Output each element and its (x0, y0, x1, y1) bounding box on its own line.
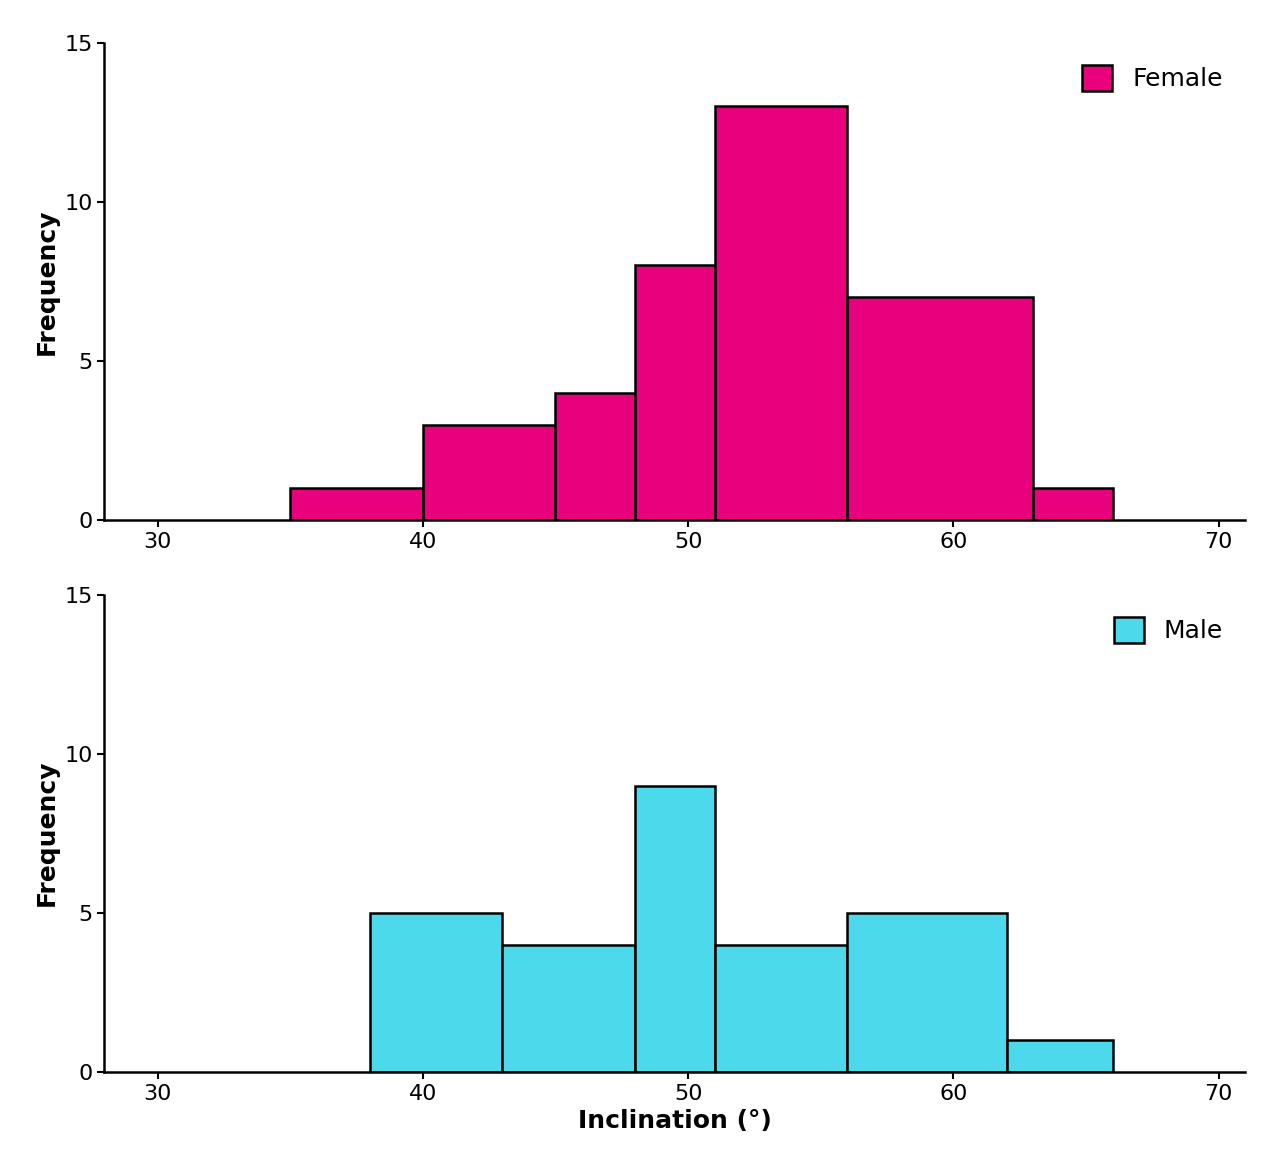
Bar (556, 392, 635, 520)
X-axis label: Inclination (°): Inclination (°) (579, 1110, 772, 1133)
Bar (1006, 1040, 1112, 1072)
Legend: Male: Male (1103, 607, 1233, 653)
Bar (503, 945, 635, 1072)
Bar (422, 425, 556, 520)
Bar (635, 265, 714, 520)
Y-axis label: Frequency: Frequency (35, 760, 59, 906)
Y-axis label: Frequency: Frequency (35, 208, 59, 355)
Bar (714, 945, 847, 1072)
Bar (1033, 488, 1112, 520)
Bar (847, 298, 1033, 520)
Bar (291, 488, 422, 520)
Bar (635, 786, 714, 1072)
Legend: Female: Female (1073, 55, 1233, 102)
Bar (370, 913, 503, 1072)
Bar (714, 106, 847, 520)
Bar (847, 913, 1006, 1072)
